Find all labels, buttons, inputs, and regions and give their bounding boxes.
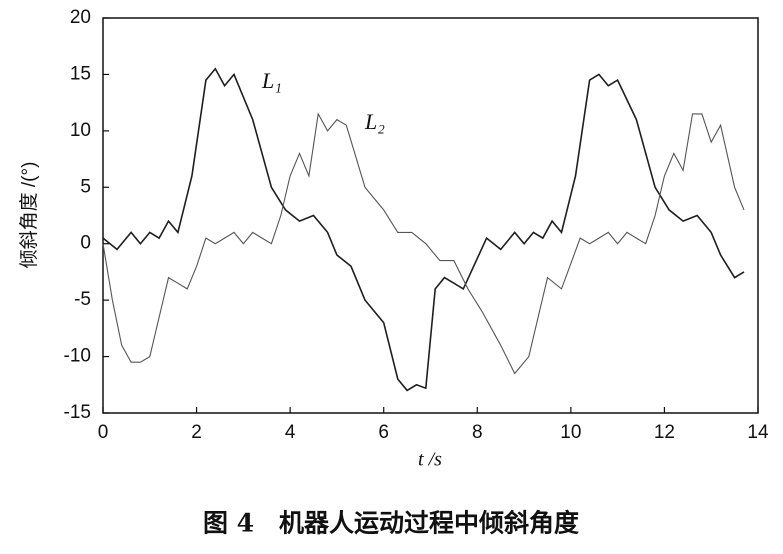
- y-tick-label: 5: [80, 176, 91, 197]
- plot-frame: [102, 17, 759, 414]
- y-tick-label: 0: [80, 233, 91, 254]
- caption: 图 4 机器人运动过程中倾斜角度: [203, 509, 579, 538]
- series-label: L₁: [261, 68, 282, 93]
- y-tick-label: 15: [70, 63, 91, 84]
- y-tick-label: -5: [74, 289, 91, 310]
- x-axis-label: t /s: [418, 449, 442, 471]
- y-tick-label: -10: [64, 346, 91, 367]
- x-tick-label: 8: [472, 422, 483, 443]
- y-tick-label: 20: [70, 7, 91, 28]
- series-line: [102, 112, 745, 375]
- y-tick-label: -15: [64, 402, 91, 423]
- x-tick-label: 10: [560, 422, 581, 443]
- series-line: [102, 67, 745, 392]
- y-tick-label: 10: [70, 120, 91, 141]
- x-tick-label: 4: [285, 422, 296, 443]
- x-tick-label: 0: [98, 422, 109, 443]
- x-tick-label: 6: [378, 422, 389, 443]
- x-tick-label: 2: [191, 422, 202, 443]
- y-axis-label: 倾斜角度 /(°): [18, 162, 40, 269]
- x-tick-label: 14: [747, 422, 769, 443]
- series-label: L₂: [364, 109, 385, 134]
- x-tick-label: 12: [654, 422, 675, 443]
